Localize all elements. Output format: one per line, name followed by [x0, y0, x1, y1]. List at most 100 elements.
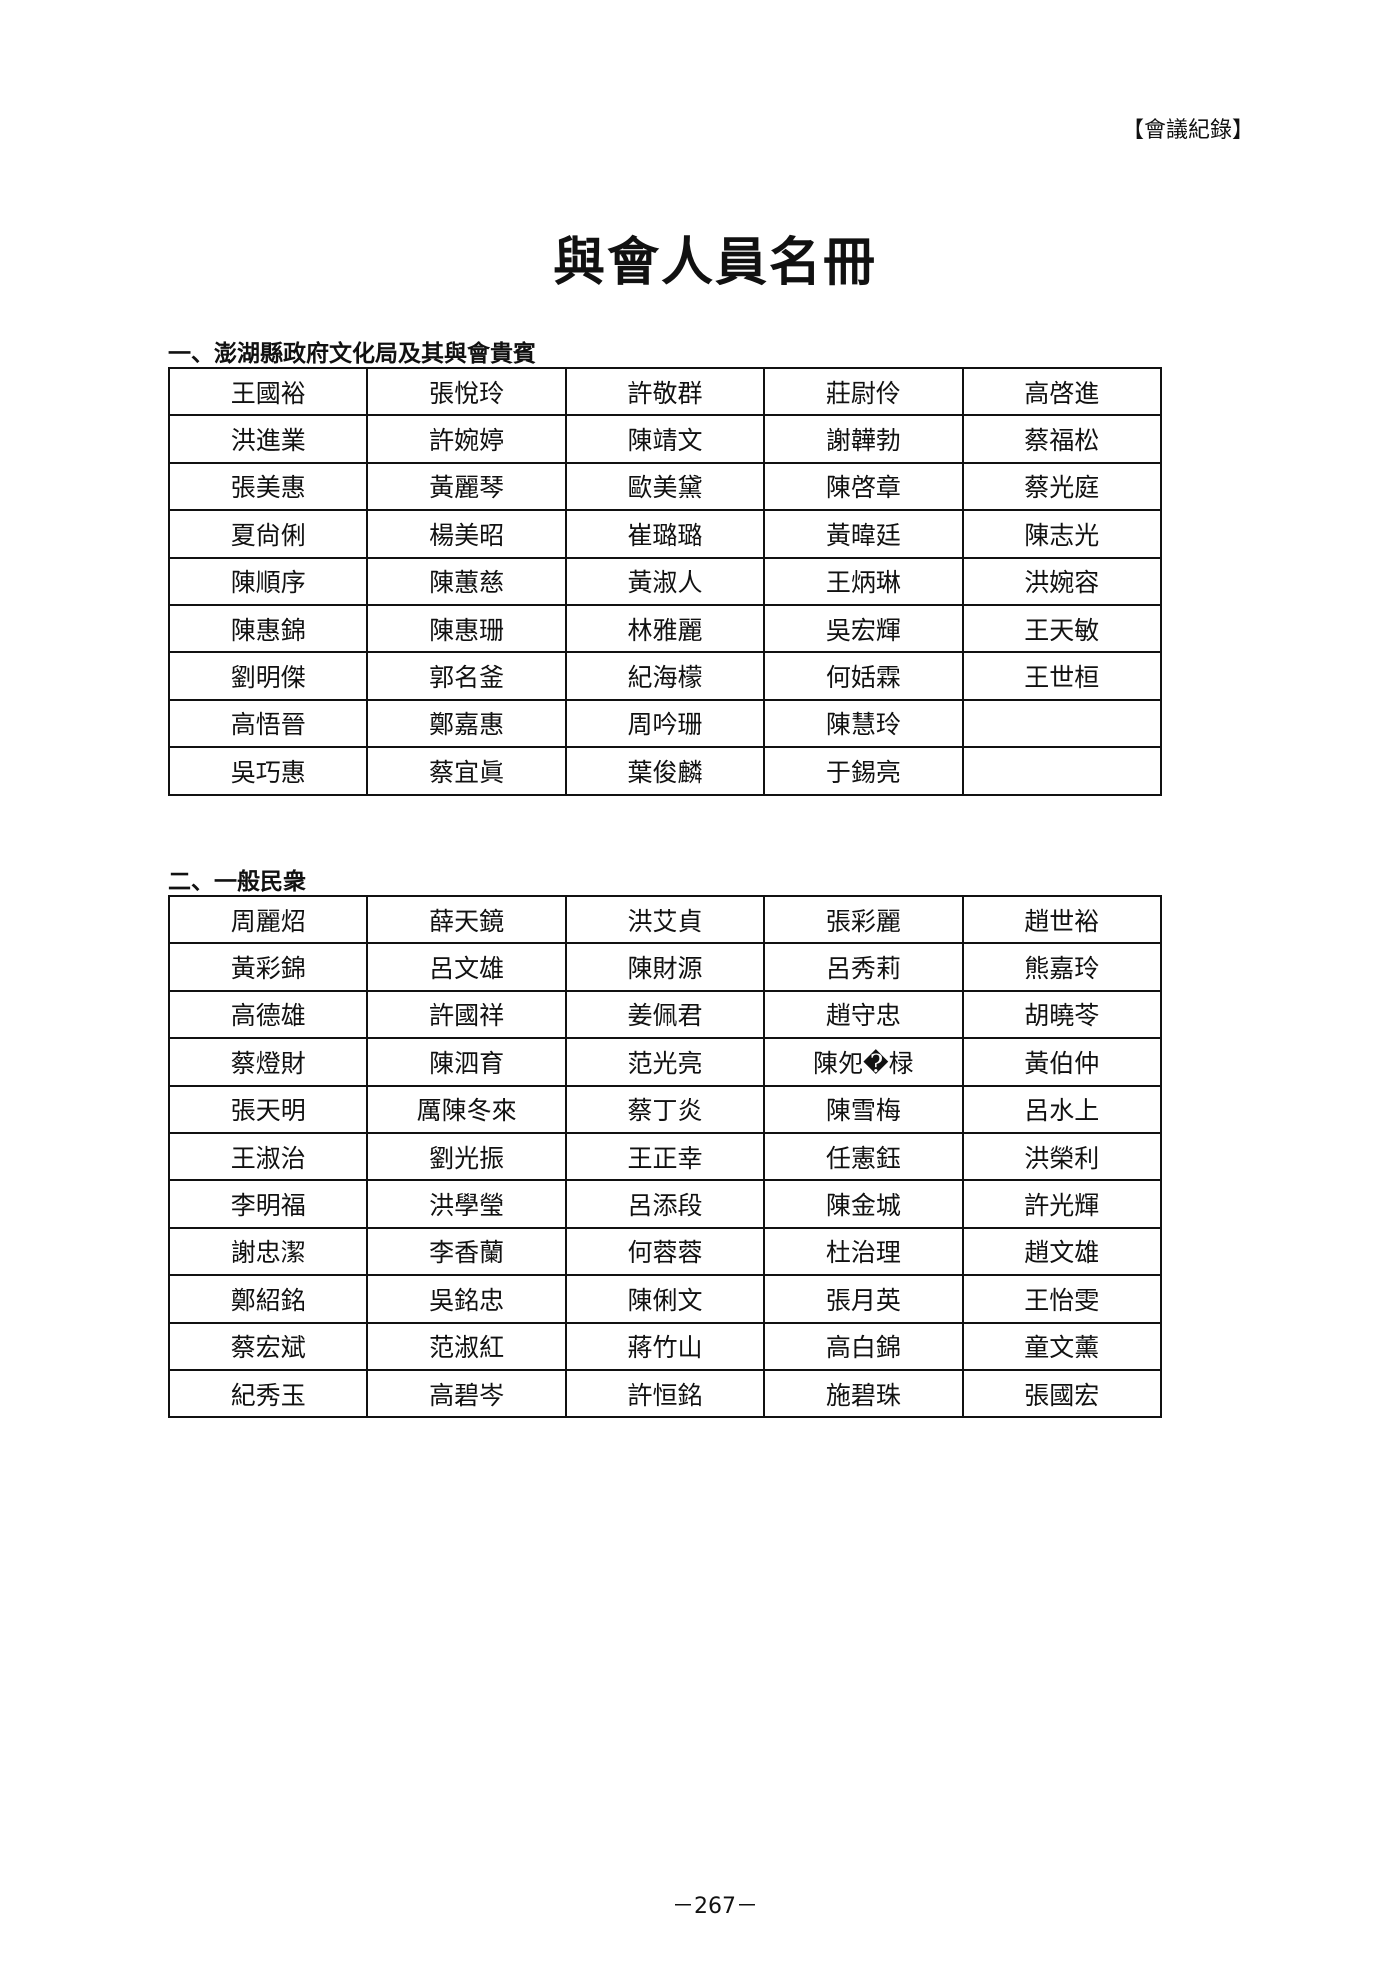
table-row: 陳惠錦 陳惠珊 林雅麗 吳宏輝 王天敏 — [167, 603, 1163, 654]
table-row: 洪進業 許婉婷 陳靖文 謝韡勃 蔡福松 — [167, 414, 1163, 464]
name-cell: 李明福 — [167, 1179, 369, 1229]
name-cell: 陳雪梅 — [763, 1084, 964, 1134]
name-cell: 李香蘭 — [366, 1226, 567, 1277]
name-cell: 許婉婷 — [366, 414, 567, 464]
name-cell: 歐美黛 — [564, 461, 766, 512]
name-cell: 許敬群 — [564, 366, 766, 417]
name-cell: 呂水上 — [961, 1084, 1163, 1134]
name-cell: 陳財源 — [564, 942, 766, 992]
name-cell: 鄭紹銘 — [167, 1274, 369, 1324]
name-cell: 王炳琳 — [763, 556, 964, 606]
name-cell: 陳夗�椂 — [763, 1037, 964, 1087]
name-cell: 呂添段 — [564, 1179, 766, 1229]
name-cell: 姜佩君 — [564, 989, 766, 1040]
section-heading-2: 二、一般民衆 — [168, 869, 306, 895]
name-cell: 劉明傑 — [167, 651, 369, 701]
name-cell: 葉俊麟 — [564, 746, 766, 796]
name-cell: 陳蕙慈 — [366, 556, 567, 606]
attendee-table-officials: 王國裕 張悅玲 許敬群 莊尉伶 高啓進 洪進業 許婉婷 陳靖文 謝韡勃 蔡福松 張美惠 黃麗琴 歐美黛陳… — [167, 366, 1163, 796]
table-row: 蔡燈財 陳泗育 范光亮 陳夗�椂 黃伯仲 — [167, 1037, 1163, 1087]
table-row: 鄭紹銘 吳銘忠 陳俐文 張月英 王怡雯 — [167, 1274, 1163, 1324]
name-cell — [961, 746, 1163, 796]
name-cell: 王世桓 — [961, 651, 1163, 701]
name-cell: 陳啓章 — [763, 461, 964, 512]
name-cell: 高悟晉 — [167, 698, 369, 749]
name-cell: 洪學瑩 — [366, 1179, 567, 1229]
name-cell: 陳泗育 — [366, 1037, 567, 1087]
name-cell: 蔡燈財 — [167, 1037, 369, 1087]
name-cell: 趙世裕 — [961, 894, 1163, 945]
name-cell: 范光亮 — [564, 1037, 766, 1087]
name-cell: 洪榮利 — [961, 1131, 1163, 1182]
name-cell: 崔璐璐 — [564, 509, 766, 559]
table-row: 李明福 洪學瑩 呂添段 陳金城 許光輝 — [167, 1179, 1163, 1229]
table-row: 王淑治 劉光振 王正幸 任憲鈺 洪榮利 — [167, 1131, 1163, 1182]
table-row: 張美惠 黃麗琴 歐美黛 陳啓章 蔡光庭 — [167, 461, 1163, 512]
name-cell: 紀海檬 — [564, 651, 766, 701]
table-row: 周麗炤 薛天鏡 洪艾貞 張彩麗 趙世裕 — [167, 894, 1163, 945]
name-cell: 劉光振 — [366, 1131, 567, 1182]
name-cell: 高啓進 — [961, 366, 1163, 417]
name-cell: 杜治理 — [763, 1226, 964, 1277]
table-row: 高德雄 許國祥 姜佩君 趙守忠 胡曉苓 — [167, 989, 1163, 1040]
name-cell: 陳志光 — [961, 509, 1163, 559]
name-cell: 熊嘉玲 — [961, 942, 1163, 992]
name-cell: 王怡雯 — [961, 1274, 1163, 1324]
section-tag: 【會議紀錄】 — [1121, 118, 1254, 143]
name-cell: 陳慧玲 — [763, 698, 964, 749]
name-cell: 高白錦 — [763, 1321, 964, 1371]
table-row: 陳順序 陳蕙慈 黃淑人 王炳琳 洪婉容 — [167, 556, 1163, 606]
section-heading-1: 一、澎湖縣政府文化局及其與會貴賓 — [168, 341, 536, 367]
name-cell — [961, 698, 1163, 749]
name-cell: 郭名釜 — [366, 651, 567, 701]
name-cell: 蔡丁炎 — [564, 1084, 766, 1134]
name-cell: 呂秀莉 — [763, 942, 964, 992]
name-cell: 黃伯仲 — [961, 1037, 1163, 1087]
name-cell: 謝忠潔 — [167, 1226, 369, 1277]
name-cell: 何蓉蓉 — [564, 1226, 766, 1277]
name-cell: 趙文雄 — [961, 1226, 1163, 1277]
name-cell: 高碧岑 — [366, 1368, 567, 1419]
name-cell: 任憲鈺 — [763, 1131, 964, 1182]
name-cell: 鄭嘉惠 — [366, 698, 567, 749]
name-cell: 許恒銘 — [564, 1368, 766, 1419]
table-row: 吳巧惠 蔡宜眞 葉俊麟 于錫亮 — [167, 746, 1163, 796]
name-cell: 陳金城 — [763, 1179, 964, 1229]
table-row: 黃彩錦 呂文雄 陳財源 呂秀莉 熊嘉玲 — [167, 942, 1163, 992]
table-row: 紀秀玉 高碧岑 許恒銘 施碧珠 張國宏 — [167, 1368, 1163, 1419]
name-cell: 趙守忠 — [763, 989, 964, 1040]
name-cell: 周麗炤 — [167, 894, 369, 945]
name-cell: 洪進業 — [167, 414, 369, 464]
table-row: 王國裕 張悅玲 許敬群 莊尉伶 高啓進 — [167, 366, 1163, 417]
name-cell: 陳順序 — [167, 556, 369, 606]
name-cell: 張國宏 — [961, 1368, 1163, 1419]
name-cell: 張悅玲 — [366, 366, 567, 417]
name-cell: 謝韡勃 — [763, 414, 964, 464]
table-row: 高悟晉 鄭嘉惠 周吟珊 陳慧玲 — [167, 698, 1163, 749]
name-cell: 張天明 — [167, 1084, 369, 1134]
table-row: 張天明 厲陳冬來 蔡丁炎 陳雪梅 呂水上 — [167, 1084, 1163, 1134]
name-cell: 王國裕 — [167, 366, 369, 417]
page-number: －267－ — [672, 1894, 758, 1919]
table-row: 夏尙俐 楊美昭 崔璐璐 黃暐廷 陳志光 — [167, 509, 1163, 559]
name-cell: 王天敏 — [961, 603, 1163, 654]
table-row: 謝忠潔 李香蘭 何蓉蓉 杜治理 趙文雄 — [167, 1226, 1163, 1277]
name-cell: 林雅麗 — [564, 603, 766, 654]
name-cell: 夏尙俐 — [167, 509, 369, 559]
name-cell: 王正幸 — [564, 1131, 766, 1182]
name-cell: 施碧珠 — [763, 1368, 964, 1419]
name-cell: 莊尉伶 — [763, 366, 964, 417]
name-cell: 張美惠 — [167, 461, 369, 512]
name-cell: 胡曉苓 — [961, 989, 1163, 1040]
name-cell: 陳靖文 — [564, 414, 766, 464]
name-cell: 許國祥 — [366, 989, 567, 1040]
page-title: 與會人員名冊 — [552, 233, 877, 293]
name-cell: 蔣竹山 — [564, 1321, 766, 1371]
name-cell: 王淑治 — [167, 1131, 369, 1182]
name-cell: 許光輝 — [961, 1179, 1163, 1229]
name-cell: 陳惠錦 — [167, 603, 369, 654]
name-cell: 吳巧惠 — [167, 746, 369, 796]
table-row: 劉明傑 郭名釜 紀海檬 何姡霖 王世桓 — [167, 651, 1163, 701]
name-cell: 張彩麗 — [763, 894, 964, 945]
name-cell: 陳惠珊 — [366, 603, 567, 654]
